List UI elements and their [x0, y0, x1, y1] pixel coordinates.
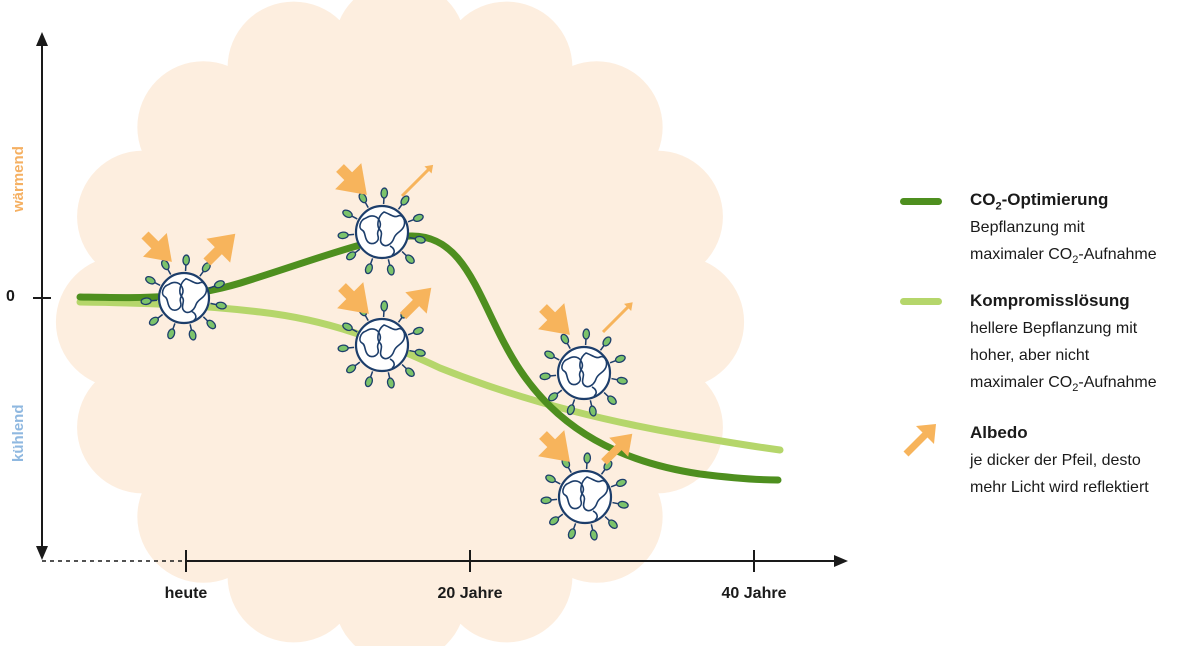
y-warming-label: wärmend	[10, 146, 27, 212]
incoming-light-arrow-icon	[337, 282, 369, 314]
x-axis	[42, 550, 848, 572]
albedo-arrow-icon	[903, 424, 936, 457]
x-tick-heute: heute	[164, 585, 208, 602]
legend-swatch-compromise	[900, 298, 942, 305]
y-zero-label: 0	[6, 288, 15, 305]
incoming-light-arrow-icon	[538, 430, 570, 462]
incoming-light-arrow-icon	[538, 303, 570, 335]
globe-marker	[538, 430, 633, 541]
globe-with-leaves-icon	[337, 187, 426, 276]
globe-marker	[335, 163, 434, 276]
globe-with-leaves-icon	[540, 452, 629, 541]
legend-title-co2: CO2-Optimierung	[970, 190, 1109, 213]
globe-with-leaves-icon	[140, 254, 227, 341]
legend-title-albedo: Albedo	[970, 423, 1028, 442]
legend-desc-co2: Bepflanzung mit maximaler CO2-Aufnahme	[970, 219, 1157, 267]
legend: CO2-Optimierung Bepflanzung mit maximale…	[900, 0, 1200, 646]
globe-marker	[538, 302, 633, 417]
reflected-light-arrow-icon	[399, 287, 432, 320]
reflected-light-arrow-icon	[203, 233, 236, 266]
legend-desc-compromise: hellere Bepflanzung mit hoher, aber nich…	[970, 320, 1157, 395]
y-axis	[33, 32, 51, 560]
y-cooling-label: kühlend	[10, 404, 27, 462]
legend-swatch-co2	[900, 198, 942, 205]
reflected-light-arrow-icon	[400, 164, 434, 198]
incoming-light-arrow-icon	[141, 231, 172, 262]
reflected-light-arrow-icon	[601, 433, 633, 465]
x-tick-20-jahre: 20 Jahre	[437, 585, 503, 602]
legend-title-compromise: Kompromisslösung	[970, 291, 1130, 310]
incoming-light-arrow-icon	[335, 163, 367, 195]
globe-marker	[140, 231, 236, 341]
sun-background	[55, 0, 745, 646]
globe-with-leaves-icon	[539, 328, 628, 417]
reflected-light-arrow-icon	[601, 302, 633, 334]
x-tick-40-jahre: 40 Jahre	[721, 585, 787, 602]
globe-marker	[337, 282, 432, 389]
globe-markers	[140, 163, 633, 541]
legend-desc-albedo: je dicker der Pfeil, desto mehr Licht wi…	[970, 452, 1149, 496]
co2-curve	[76, 232, 782, 484]
diagram-canvas	[33, 0, 848, 646]
